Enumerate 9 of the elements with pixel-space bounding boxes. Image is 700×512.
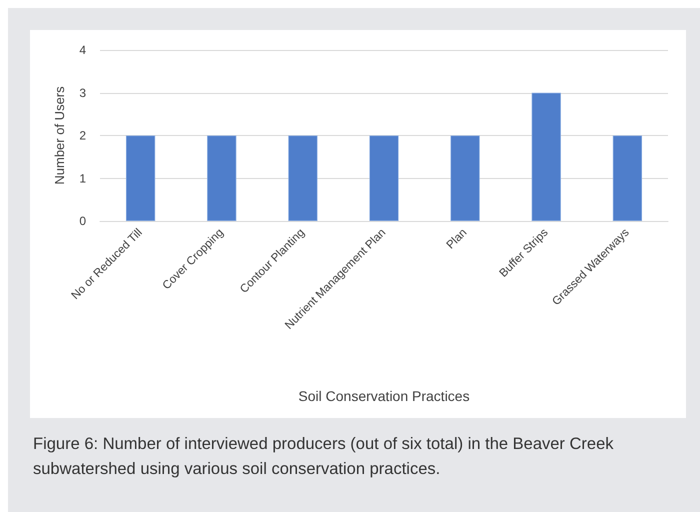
y-axis-title: Number of Users bbox=[52, 86, 67, 185]
y-tick-label: 0 bbox=[79, 214, 86, 228]
y-tick-label: 2 bbox=[79, 128, 86, 142]
x-tick-label: Plan bbox=[444, 226, 470, 252]
y-tick-label: 4 bbox=[79, 43, 86, 57]
y-tick-label: 3 bbox=[79, 86, 86, 100]
caption: Figure 6: Number of interviewed producers (out of six total) in the Beaver Creek subwatershed using various soil conservation practices. bbox=[33, 434, 615, 480]
y-tick-label: 1 bbox=[79, 171, 86, 186]
x-axis-title: Soil Conservation Practices bbox=[298, 388, 470, 404]
